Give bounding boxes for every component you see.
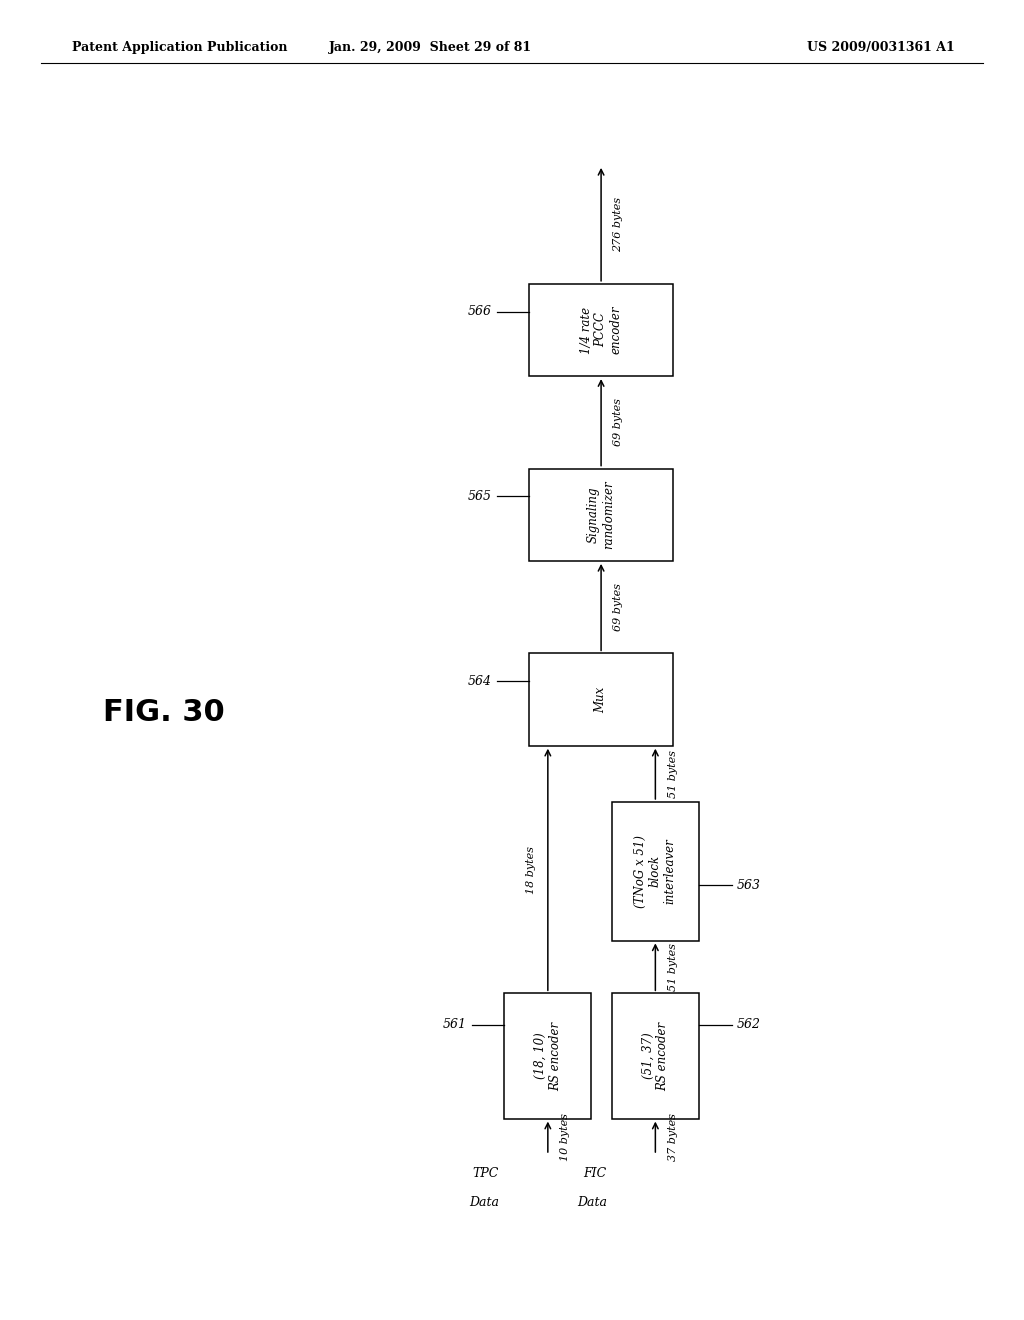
Text: Patent Application Publication: Patent Application Publication xyxy=(72,41,287,54)
Text: (TNoG x 51)
block
interleaver: (TNoG x 51) block interleaver xyxy=(634,834,677,908)
Text: 561: 561 xyxy=(442,1018,467,1031)
Text: 1/4 rate
PCCC
encoder: 1/4 rate PCCC encoder xyxy=(580,306,623,354)
Bar xyxy=(612,801,698,940)
Text: Jan. 29, 2009  Sheet 29 of 81: Jan. 29, 2009 Sheet 29 of 81 xyxy=(329,41,531,54)
Text: Mux: Mux xyxy=(595,686,607,713)
Text: FIC: FIC xyxy=(584,1167,606,1180)
Text: 51 bytes: 51 bytes xyxy=(668,942,678,991)
Text: (51, 37)
RS encoder: (51, 37) RS encoder xyxy=(641,1022,670,1090)
Bar xyxy=(505,993,592,1118)
Text: 562: 562 xyxy=(737,1018,761,1031)
Text: 10 bytes: 10 bytes xyxy=(560,1113,570,1160)
Text: TPC: TPC xyxy=(473,1167,500,1180)
Text: Signaling
randomizer: Signaling randomizer xyxy=(587,480,615,549)
Text: 566: 566 xyxy=(468,305,492,318)
Text: 37 bytes: 37 bytes xyxy=(668,1113,678,1160)
Text: Data: Data xyxy=(469,1196,500,1209)
Text: 564: 564 xyxy=(468,675,492,688)
Text: 51 bytes: 51 bytes xyxy=(668,750,678,797)
Text: US 2009/0031361 A1: US 2009/0031361 A1 xyxy=(807,41,954,54)
Bar xyxy=(529,469,673,561)
Text: 563: 563 xyxy=(737,879,761,891)
Text: Data: Data xyxy=(577,1196,606,1209)
Bar xyxy=(612,993,698,1118)
Text: 69 bytes: 69 bytes xyxy=(613,583,624,631)
Text: 69 bytes: 69 bytes xyxy=(613,399,624,446)
Text: (18, 10)
RS encoder: (18, 10) RS encoder xyxy=(534,1022,562,1090)
Text: 276 bytes: 276 bytes xyxy=(613,197,624,252)
Text: 18 bytes: 18 bytes xyxy=(525,846,536,894)
Bar xyxy=(529,653,673,746)
Text: 565: 565 xyxy=(468,490,492,503)
Bar xyxy=(529,284,673,376)
Text: FIG. 30: FIG. 30 xyxy=(103,698,224,727)
